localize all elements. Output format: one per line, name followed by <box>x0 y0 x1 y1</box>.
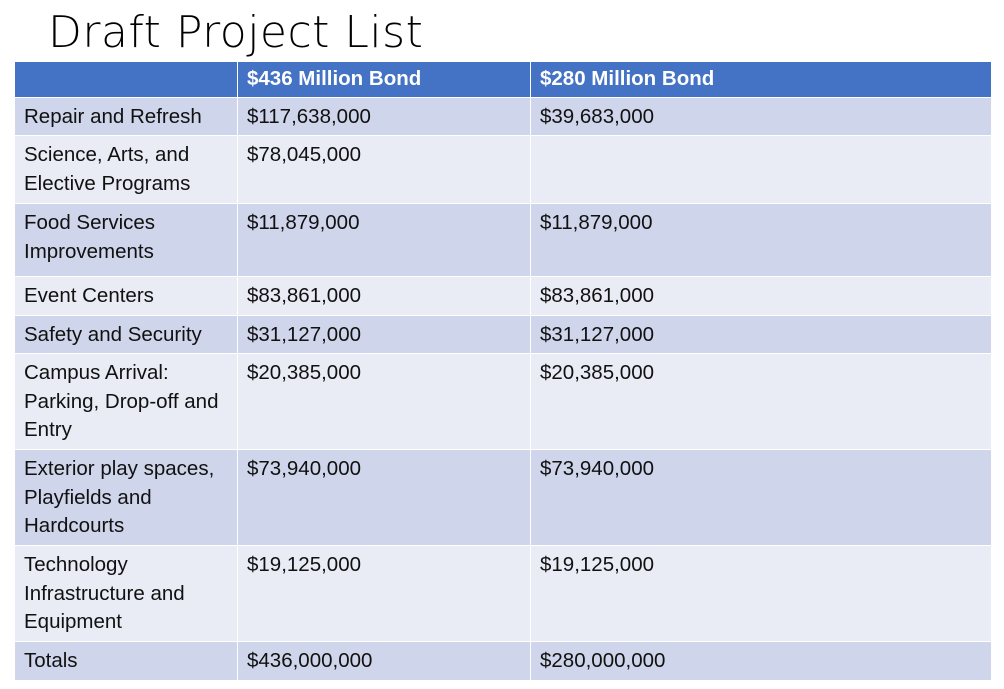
project-name: Repair and Refresh <box>14 96 238 136</box>
amount-436: $83,861,000 <box>237 276 531 316</box>
header-436-million-bond: $436 Million Bond <box>237 61 531 98</box>
table-row: Food Services Improvements $11,879,000 $… <box>14 203 992 277</box>
amount-280: $83,861,000 <box>530 276 992 316</box>
amount-436: $31,127,000 <box>237 314 531 354</box>
amount-436: $78,045,000 <box>237 135 531 204</box>
amount-280: $73,940,000 <box>530 449 992 546</box>
amount-436: $117,638,000 <box>237 96 531 136</box>
project-name: Event Centers <box>14 276 238 316</box>
amount-280: $11,879,000 <box>530 203 992 277</box>
table-row: Science, Arts, and Elective Programs $78… <box>14 135 992 204</box>
table-row: Safety and Security $31,127,000 $31,127,… <box>14 314 992 354</box>
totals-label: Totals <box>14 641 238 681</box>
total-436: $436,000,000 <box>237 641 531 681</box>
header-project <box>14 61 238 98</box>
amount-280: $19,125,000 <box>530 545 992 642</box>
table-header-row: $436 Million Bond $280 Million Bond <box>14 61 992 98</box>
slide-title: Draft Project List <box>48 7 424 58</box>
amount-280: $20,385,000 <box>530 353 992 450</box>
table-row: Exterior play spaces, Playfields and Har… <box>14 449 992 546</box>
amount-436: $11,879,000 <box>237 203 531 277</box>
amount-436: $73,940,000 <box>237 449 531 546</box>
table-row: Event Centers $83,861,000 $83,861,000 <box>14 276 992 316</box>
header-280-million-bond: $280 Million Bond <box>530 61 992 98</box>
project-name: Science, Arts, and Elective Programs <box>14 135 238 204</box>
project-name: Safety and Security <box>14 314 238 354</box>
project-table: $436 Million Bond $280 Million Bond Repa… <box>14 61 992 681</box>
project-name: Exterior play spaces, Playfields and Har… <box>14 449 238 546</box>
table-row: Technology Infrastructure and Equipment … <box>14 545 992 642</box>
project-name: Food Services Improvements <box>14 203 238 277</box>
project-name: Technology Infrastructure and Equipment <box>14 545 238 642</box>
amount-280: $31,127,000 <box>530 314 992 354</box>
amount-436: $19,125,000 <box>237 545 531 642</box>
totals-row: Totals $436,000,000 $280,000,000 <box>14 641 992 681</box>
total-280: $280,000,000 <box>530 641 992 681</box>
table-row: Campus Arrival: Parking, Drop-off and En… <box>14 353 992 450</box>
table-row: Repair and Refresh $117,638,000 $39,683,… <box>14 96 992 136</box>
amount-280: $39,683,000 <box>530 96 992 136</box>
amount-436: $20,385,000 <box>237 353 531 450</box>
project-name: Campus Arrival: Parking, Drop-off and En… <box>14 353 238 450</box>
amount-280 <box>530 135 992 204</box>
